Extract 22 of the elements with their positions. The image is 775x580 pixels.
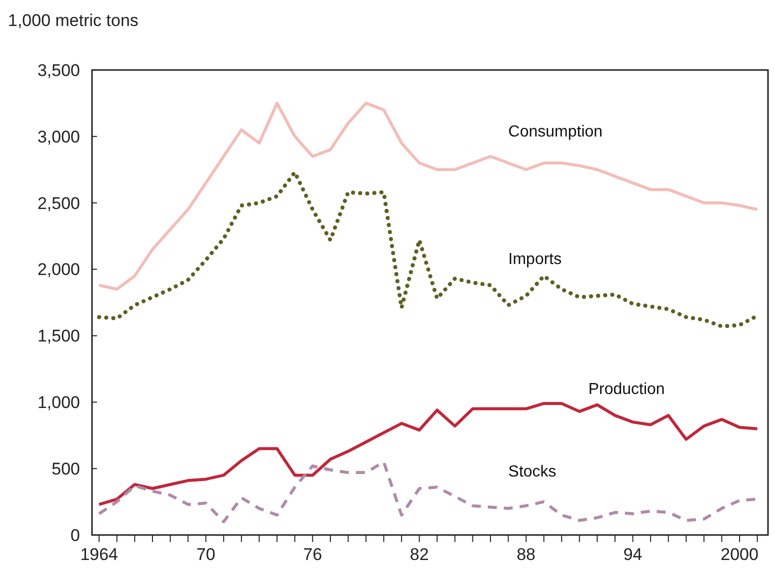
series-label: Production <box>588 381 665 398</box>
x-tick-label: 88 <box>516 545 536 564</box>
series-label: Imports <box>508 250 562 268</box>
y-tick-label: 0 <box>70 526 80 545</box>
x-tick-label: 82 <box>410 545 429 564</box>
y-tick-label: 3,500 <box>37 60 80 80</box>
x-tick-label: 94 <box>623 545 642 564</box>
series-label: Stocks <box>508 464 556 481</box>
x-tick-label: 70 <box>196 545 216 564</box>
y-tick-label: 2,500 <box>37 194 80 213</box>
y-tick-label: 1,500 <box>37 326 80 346</box>
y-tick-label: 2,000 <box>37 260 80 280</box>
series-label: Consumption <box>508 123 603 140</box>
x-tick-label: 2000 <box>720 545 758 564</box>
y-tick-label: 1,000 <box>37 393 80 412</box>
line-series <box>98 402 759 506</box>
y-axis-title: 1,000 metric tons <box>8 11 138 30</box>
line-series <box>98 102 759 291</box>
x-tick-label: 76 <box>303 545 322 564</box>
x-tick-label: 1964 <box>80 545 118 564</box>
y-tick-label: 3,000 <box>37 127 80 146</box>
y-tick-label: 500 <box>52 460 80 479</box>
